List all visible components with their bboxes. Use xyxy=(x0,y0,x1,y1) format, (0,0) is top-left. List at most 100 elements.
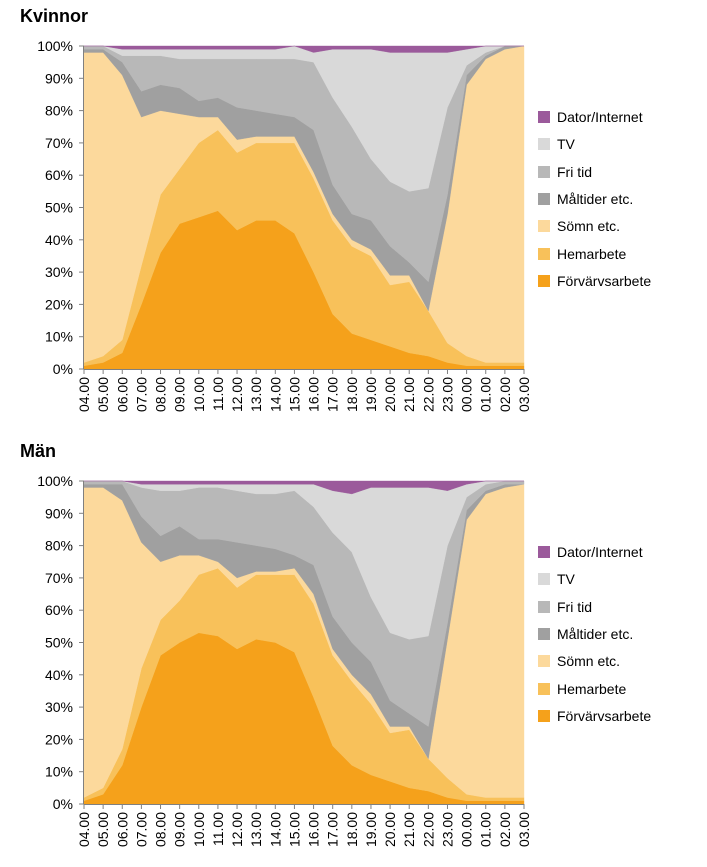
legend-label: Fri tid xyxy=(557,163,592,180)
x-tick-label: 21.00 xyxy=(401,812,417,847)
y-tick-label: 80% xyxy=(45,103,73,119)
y-tick-label: 0% xyxy=(53,796,73,812)
x-tick-label: 19.00 xyxy=(363,377,379,412)
x-tick-label: 20.00 xyxy=(382,377,398,412)
x-tick-label: 12.00 xyxy=(229,377,245,412)
x-tick-label: 01.00 xyxy=(478,377,494,412)
x-tick-label: 11.00 xyxy=(210,377,226,411)
legend-label: Hemarbete xyxy=(557,680,627,697)
y-tick-label: 30% xyxy=(45,699,73,715)
legend-label: Förvärvsarbete xyxy=(557,272,652,289)
legend-label: Måltider etc. xyxy=(557,625,634,642)
x-tick-label: 07.00 xyxy=(133,812,149,847)
legend-swatch xyxy=(538,111,550,123)
x-tick-label: 02.00 xyxy=(497,812,513,847)
x-tick-label: 08.00 xyxy=(153,377,169,412)
x-tick-label: 20.00 xyxy=(382,812,398,847)
legend-label: TV xyxy=(557,136,575,153)
y-tick-label: 30% xyxy=(45,264,73,280)
x-tick-label: 03.00 xyxy=(516,377,532,412)
legend-swatch xyxy=(538,192,550,205)
x-tick-label: 09.00 xyxy=(172,377,188,412)
y-tick-label: 60% xyxy=(45,167,73,183)
y-tick-label: 10% xyxy=(45,764,73,780)
legend-swatch xyxy=(538,546,550,558)
x-tick-label: 05.00 xyxy=(95,812,111,847)
x-tick-label: 19.00 xyxy=(363,812,379,847)
x-tick-label: 18.00 xyxy=(344,377,360,412)
y-tick-label: 100% xyxy=(37,38,73,54)
x-tick-label: 09.00 xyxy=(172,812,188,847)
y-tick-label: 100% xyxy=(37,473,73,489)
x-tick-label: 10.00 xyxy=(191,377,207,412)
y-tick-label: 20% xyxy=(45,296,73,312)
legend-label: Dator/Internet xyxy=(557,544,643,560)
y-tick-label: 40% xyxy=(45,232,73,248)
area-dator-internet xyxy=(84,480,524,495)
y-tick-label: 50% xyxy=(45,200,73,216)
x-tick-label: 05.00 xyxy=(95,377,111,412)
legend-swatch xyxy=(538,655,550,668)
chart-kvinnor: Kvinnor 0% 10% 20% 30% 40% 50% 60% 70% 80% 90% 100… xyxy=(0,6,707,426)
legend-swatch xyxy=(538,709,550,722)
y-tick-label: 90% xyxy=(45,505,73,521)
x-tick-label: 00.00 xyxy=(459,377,475,412)
y-tick-label: 0% xyxy=(53,361,73,377)
legend-label: Fri tid xyxy=(557,598,592,615)
x-tick-label: 23.00 xyxy=(439,377,455,412)
man-area-chart: 0% 10% 20% 30% 40% 50% 60% 70% 80% 90% 100% 04.00 05… xyxy=(37,473,532,847)
x-tick-label: 22.00 xyxy=(420,812,436,847)
legend-swatch xyxy=(538,165,550,178)
x-tick-label: 00.00 xyxy=(459,812,475,847)
x-tick-label: 13.00 xyxy=(248,812,264,847)
chart-man: Män 0% 10% 20% 30% 40% 50% 60% 70% 80% 90% 100% 04.… xyxy=(0,441,707,867)
kvinnor-area-chart: 0% 10% 20% 30% 40% 50% 60% 70% 80% 90% 100% 04.00 05… xyxy=(37,38,532,412)
y-tick-label: 50% xyxy=(45,635,73,651)
x-tick-label: 07.00 xyxy=(133,377,149,412)
x-tick-label: 01.00 xyxy=(478,812,494,847)
x-tick-label: 12.00 xyxy=(229,812,245,847)
x-tick-label: 08.00 xyxy=(153,812,169,847)
legend-swatch xyxy=(538,682,550,695)
x-tick-label: 17.00 xyxy=(325,812,341,847)
y-tick-label: 80% xyxy=(45,538,73,554)
x-tick-label: 14.00 xyxy=(267,812,283,847)
legend-swatch xyxy=(538,247,550,260)
x-tick-label: 23.00 xyxy=(439,812,455,847)
y-tick-label: 90% xyxy=(45,70,73,86)
y-tick-label: 20% xyxy=(45,731,73,747)
x-tick-label: 13.00 xyxy=(248,377,264,412)
y-tick-label: 70% xyxy=(45,570,73,586)
x-tick-label: 16.00 xyxy=(306,812,322,847)
legend-swatch xyxy=(538,600,550,613)
legend-label: Förvärvsarbete xyxy=(557,707,652,724)
legend-label: Hemarbete xyxy=(557,245,627,262)
y-tick-label: 40% xyxy=(45,667,73,683)
x-tick-label: 16.00 xyxy=(306,377,322,412)
x-tick-label: 14.00 xyxy=(267,377,283,412)
x-tick-label: 02.00 xyxy=(497,377,513,412)
x-tick-label: 06.00 xyxy=(114,377,130,412)
x-tick-label: 06.00 xyxy=(114,812,130,847)
y-tick-label: 70% xyxy=(45,135,73,151)
x-tick-label: 04.00 xyxy=(76,812,92,847)
legend-label: TV xyxy=(557,571,575,588)
legend-label: Dator/Internet xyxy=(557,109,643,125)
x-tick-label: 18.00 xyxy=(344,812,360,847)
x-tick-label: 21.00 xyxy=(401,377,417,412)
x-tick-label: 03.00 xyxy=(516,812,532,847)
legend-swatch xyxy=(538,274,550,287)
legend-label: Sömn etc. xyxy=(557,653,621,670)
x-tick-label: 15.00 xyxy=(286,812,302,847)
y-tick-label: 10% xyxy=(45,329,73,345)
legend-swatch xyxy=(538,573,550,586)
x-tick-label: 10.00 xyxy=(191,812,207,847)
x-tick-label: 15.00 xyxy=(286,377,302,412)
x-tick-label: 17.00 xyxy=(325,377,341,412)
chart-title: Kvinnor xyxy=(20,6,89,26)
y-tick-label: 60% xyxy=(45,602,73,618)
legend-swatch xyxy=(538,138,550,151)
legend-label: Måltider etc. xyxy=(557,190,634,207)
x-tick-label: 11.00 xyxy=(210,812,226,846)
legend-swatch xyxy=(538,627,550,640)
